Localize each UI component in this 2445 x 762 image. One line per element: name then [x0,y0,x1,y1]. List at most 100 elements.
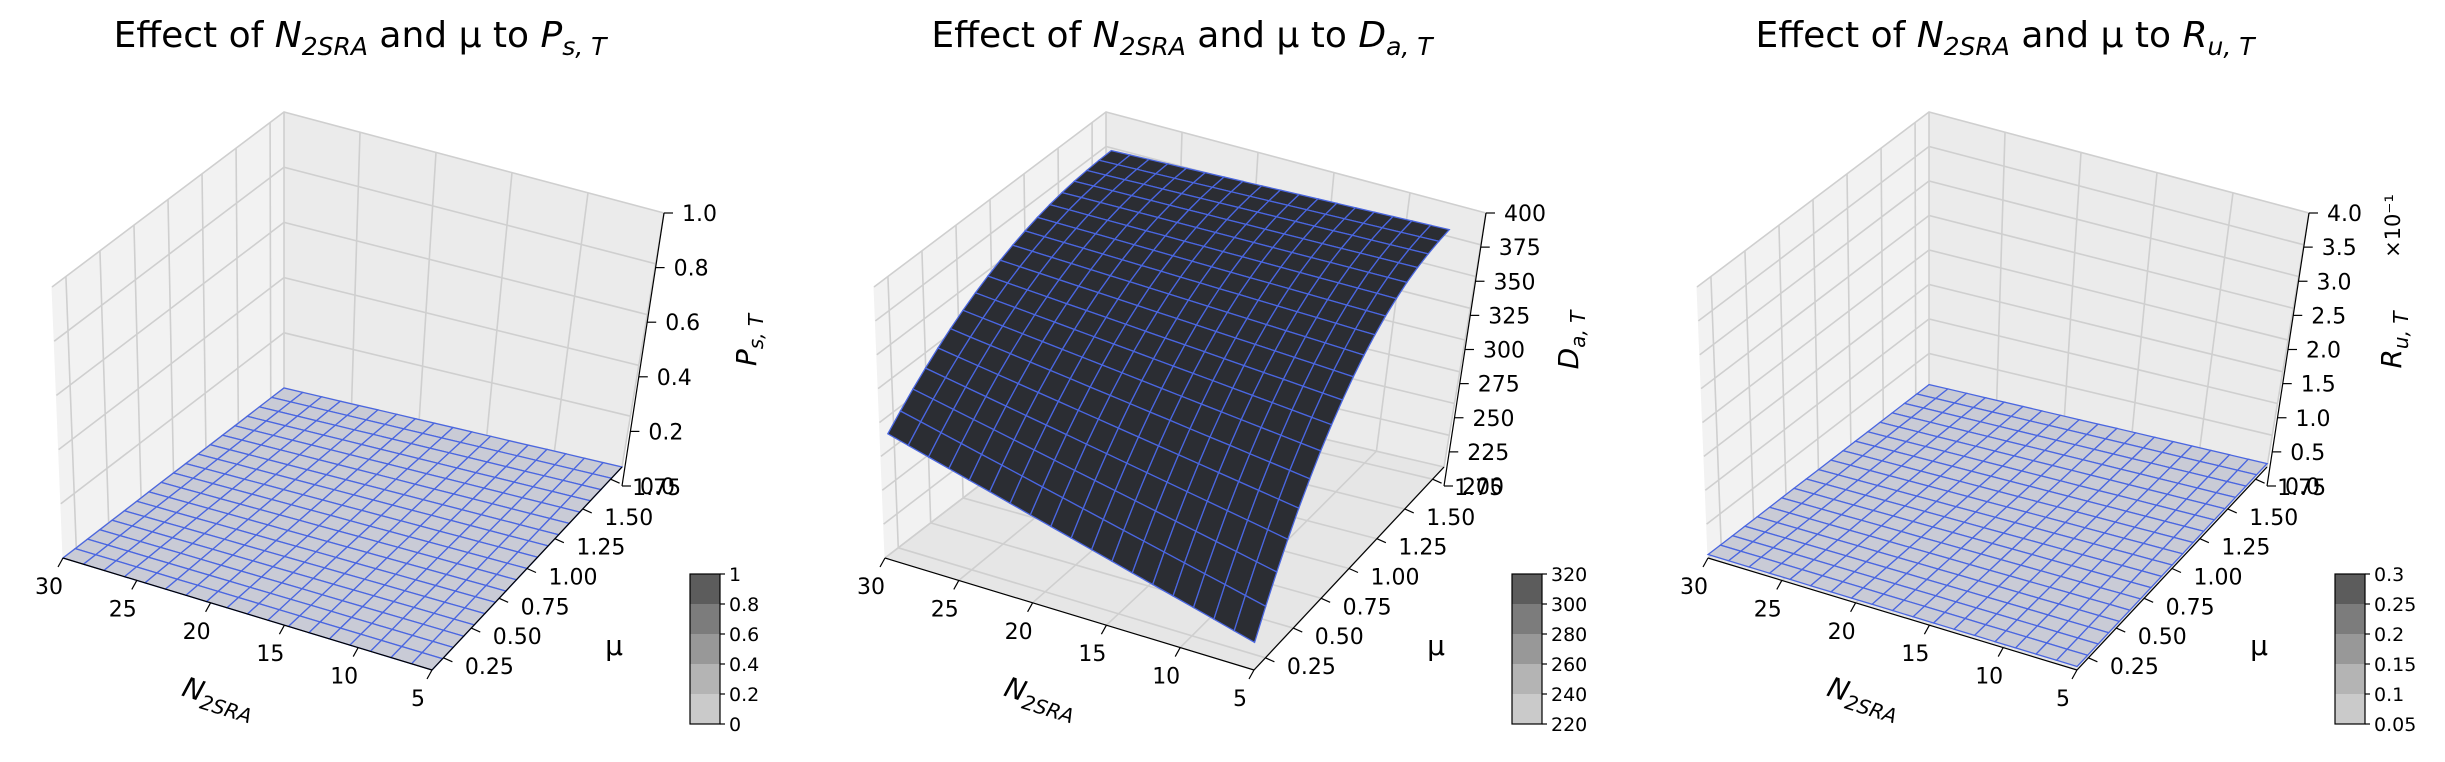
x-tick-label: 25 [931,597,959,622]
z-tick-label: 325 [1488,304,1530,329]
x-tick-label: 5 [2056,687,2070,712]
grid-line-y-wall [167,199,175,474]
y-tick-mark [610,478,620,484]
z-tick-label: 0.6 [665,311,700,336]
panel-p-s-t: 302520151050.250.500.751.001.251.501.750… [35,15,768,736]
colorbar-tick-label: 280 [1551,624,1587,646]
x-tick-mark [1027,602,1034,613]
x-tick-label: 20 [1828,620,1856,645]
x-axis-label: N2SRA [177,670,259,728]
y-tick-mark [1265,657,1275,663]
grid-line-z [1697,145,2305,322]
grid-line-x-wall [486,172,513,436]
y-tick-label: 1.00 [2194,566,2243,591]
colorbar-tick-label: 1 [729,564,741,586]
colorbar-band [1512,694,1542,724]
chart-title-var1-sub: 2SRA [1944,32,2010,61]
x-tick-mark [1850,602,1857,613]
colorbar-band [1512,604,1542,634]
x-axis-label-sub: 2SRA [1019,690,1077,728]
colorbar-band [2335,604,2365,634]
colorbar-band [1512,634,1542,664]
y-tick-mark [443,657,453,663]
y-tick-label: 0.25 [465,655,514,680]
chart-title-var1: N [275,15,302,56]
colorbar-band [690,694,720,724]
chart-title-prefix: Effect of [1756,15,1917,56]
chart-title: Effect of N2SRA and μ to Ps, T [114,15,609,61]
colorbar-band [1512,574,1542,604]
y-tick-mark [2088,657,2098,663]
x-tick-label: 10 [330,665,358,690]
z-tick-label: 2.0 [2306,339,2341,364]
colorbar-tick-label: 0.6 [729,624,759,646]
colorbar-tick-label: 260 [1551,654,1587,676]
chart-title-var2-sub: a, T [1386,32,1434,61]
z-tick-label: 0.5 [2290,441,2325,466]
colorbar-tick-label: 320 [1551,564,1587,586]
z-offset-label: ×10⁻¹ [2381,194,2405,258]
chart-title-mid: and μ to [368,15,541,56]
chart-title-prefix: Effect of [931,15,1092,56]
x-tick-mark [1100,624,1107,635]
y-tick-label: 1.50 [1426,506,1475,531]
y-tick-label: 1.25 [576,536,625,561]
y-tick-label: 0.25 [1287,655,1336,680]
x-tick-mark [1997,647,2004,657]
x-tick-label: 15 [1078,642,1106,667]
x-tick-mark [879,557,886,568]
colorbar-band [2335,694,2365,724]
colorbar-tick-label: 0.4 [729,654,759,676]
x-tick-mark [57,557,64,568]
x-tick-mark [1702,557,1709,568]
grid-line-y-wall [99,250,110,523]
colorbar-frame [689,573,721,725]
colorbar-band [690,664,720,694]
y-tick-mark [554,538,565,544]
grid-line-z [1700,214,2294,390]
colorbar-tick-label: 0.8 [729,594,759,616]
grid-line-z [55,221,648,397]
y-tick-mark [1320,597,1331,603]
y-tick-label: 0.25 [2110,655,2159,680]
x-tick-label: 20 [183,620,211,645]
chart-title-var2: P [541,15,563,56]
y-axis-label: μ [605,629,623,662]
surface-cell [1233,594,1267,644]
z-tick-label: 0.4 [657,366,692,391]
colorbar-tick-label: 0.05 [2374,714,2416,736]
colorbar-frame [2334,573,2366,725]
x-tick-mark [1776,580,1783,590]
chart-title-var1: N [1917,15,1944,56]
x-tick-mark [205,602,212,613]
chart-title-var1: N [1093,15,1120,56]
y-tick-label: 0.75 [1343,595,1392,620]
x-tick-label: 30 [35,575,63,600]
y-tick-label: 1.00 [549,566,598,591]
z-axis-label-base: D [1552,348,1585,370]
y-tick-mark [2116,627,2126,633]
z-tick-label: 1.5 [2301,373,2336,398]
y-tick-label: 1.25 [1398,536,1447,561]
z-axis-line [621,212,665,487]
y-tick-mark [1432,478,1442,484]
z-tick-label: 275 [1478,373,1520,398]
x-tick-mark [278,624,285,635]
x-tick-label: 25 [1754,597,1782,622]
x-tick-label: 15 [256,642,284,667]
colorbar-tick-label: 0 [729,714,741,736]
colorbar-band [2335,664,2365,694]
z-tick-label: 3.5 [2322,236,2357,261]
grid-line-y-wall [133,225,142,498]
y-tick-mark [582,508,592,514]
chart-title-var1-sub: 2SRA [1120,32,1186,61]
y-tick-mark [526,567,537,574]
x-tick-label: 5 [411,687,425,712]
y-tick-mark [498,597,509,603]
z-axis-label-sub: a, T [1566,309,1590,348]
colorbar-tick-label: 0.2 [729,684,759,706]
colorbar-band [2335,574,2365,604]
colorbar-tick-label: 0.3 [2374,564,2404,586]
y-tick-mark [2255,478,2265,484]
